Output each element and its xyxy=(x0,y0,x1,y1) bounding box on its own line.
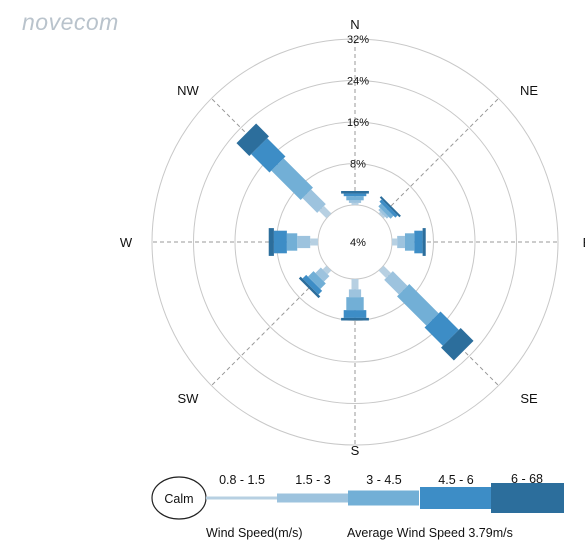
petal-se-bin-5 xyxy=(441,328,474,361)
petal-w-bin-3 xyxy=(286,233,298,251)
petal-ne-bin-4 xyxy=(379,199,398,218)
center-label: 4% xyxy=(350,237,366,249)
direction-label-e: E xyxy=(583,235,585,250)
wind-petals xyxy=(236,123,474,361)
petal-s-bin-4 xyxy=(343,310,367,318)
petal-e-bin-4 xyxy=(414,230,423,254)
petal-n-bin-3 xyxy=(346,196,364,201)
petal-s-bin-1 xyxy=(351,279,359,290)
direction-label-ne: NE xyxy=(520,83,538,98)
petal-nw-bin-3 xyxy=(271,158,313,200)
petal-se-bin-2 xyxy=(384,271,408,295)
petal-nw-bin-2 xyxy=(302,189,326,213)
direction-label-sw: SW xyxy=(178,391,200,406)
petal-n-bin-4 xyxy=(343,193,367,197)
logo: novecom xyxy=(22,9,119,35)
direction-label-s: S xyxy=(351,443,360,458)
petal-e-bin-3 xyxy=(404,233,415,251)
ring-label: 32% xyxy=(347,34,369,46)
petal-n-bin-2 xyxy=(348,200,362,203)
direction-label-se: SE xyxy=(520,391,538,406)
petal-e-bin-1 xyxy=(392,238,398,246)
calm-label: Calm xyxy=(164,492,193,506)
petal-sw-bin-4 xyxy=(302,274,323,295)
legend-swatch-2 xyxy=(277,493,348,503)
petal-s-bin-2 xyxy=(348,289,362,298)
petal-w-bin-1 xyxy=(310,238,318,246)
legend-bin-label-1: 0.8 - 1.5 xyxy=(219,473,265,487)
petal-n-bin-1 xyxy=(351,202,359,205)
legend-bin-label-3: 3 - 4.5 xyxy=(366,473,401,487)
polar-grid xyxy=(151,38,559,446)
legend-title: Wind Speed(m/s) xyxy=(206,526,303,540)
grid-ring xyxy=(151,38,559,446)
grid-ring xyxy=(193,80,517,404)
petal-nw-bin-1 xyxy=(319,206,332,219)
petal-e-bin-5 xyxy=(422,228,426,256)
direction-labels: N NE E SE S SW W NW xyxy=(120,17,585,458)
petal-e-bin-2 xyxy=(397,235,405,249)
petal-sw-bin-5 xyxy=(298,276,321,299)
ring-label: 16% xyxy=(347,117,369,129)
direction-label-w: W xyxy=(120,235,133,250)
legend-swatch-4 xyxy=(420,487,491,509)
petal-w-bin-5 xyxy=(268,228,274,256)
grid-ring xyxy=(234,121,476,363)
petal-ne-bin-1 xyxy=(378,211,386,219)
average-wind-speed: Average Wind Speed 3.79m/s xyxy=(347,526,513,540)
petal-nw-bin-5 xyxy=(236,123,269,156)
legend-swatch-1 xyxy=(206,496,277,500)
legend-bin-label-5: 6 - 68 xyxy=(511,472,543,486)
petal-w-bin-2 xyxy=(297,235,311,249)
legend-bin-label-4: 4.5 - 6 xyxy=(438,473,473,487)
petal-sw-bin-2 xyxy=(315,267,330,282)
petal-sw-bin-3 xyxy=(308,271,326,289)
legend-swatch-5 xyxy=(491,483,564,513)
petal-se-bin-4 xyxy=(424,311,459,346)
petal-se-bin-3 xyxy=(397,284,439,326)
petal-w-bin-4 xyxy=(273,230,287,254)
petal-ne-bin-5 xyxy=(379,196,401,218)
petal-ne-bin-3 xyxy=(378,203,394,219)
petal-se-bin-1 xyxy=(378,265,391,278)
petal-s-bin-3 xyxy=(346,297,364,311)
petal-s-bin-5 xyxy=(341,317,369,321)
speed-legend: Calm 0.8 - 1.5 1.5 - 3 3 - 4.5 4.5 - 6 6 - 68… xyxy=(151,472,564,540)
ring-label: 24% xyxy=(347,76,369,88)
direction-label-nw: NW xyxy=(177,83,199,98)
petal-sw-bin-1 xyxy=(322,265,332,275)
logo-text: novecom xyxy=(22,9,119,35)
ring-label: 8% xyxy=(350,159,366,171)
legend-swatch-3 xyxy=(348,490,419,506)
petal-ne-bin-2 xyxy=(378,208,389,219)
legend-bin-label-2: 1.5 - 3 xyxy=(295,473,330,487)
petal-nw-bin-4 xyxy=(251,138,286,173)
ring-labels: 4% 8% 16% 24% 32% xyxy=(347,34,369,249)
direction-label-n: N xyxy=(350,17,359,32)
petal-n-bin-5 xyxy=(341,190,369,194)
